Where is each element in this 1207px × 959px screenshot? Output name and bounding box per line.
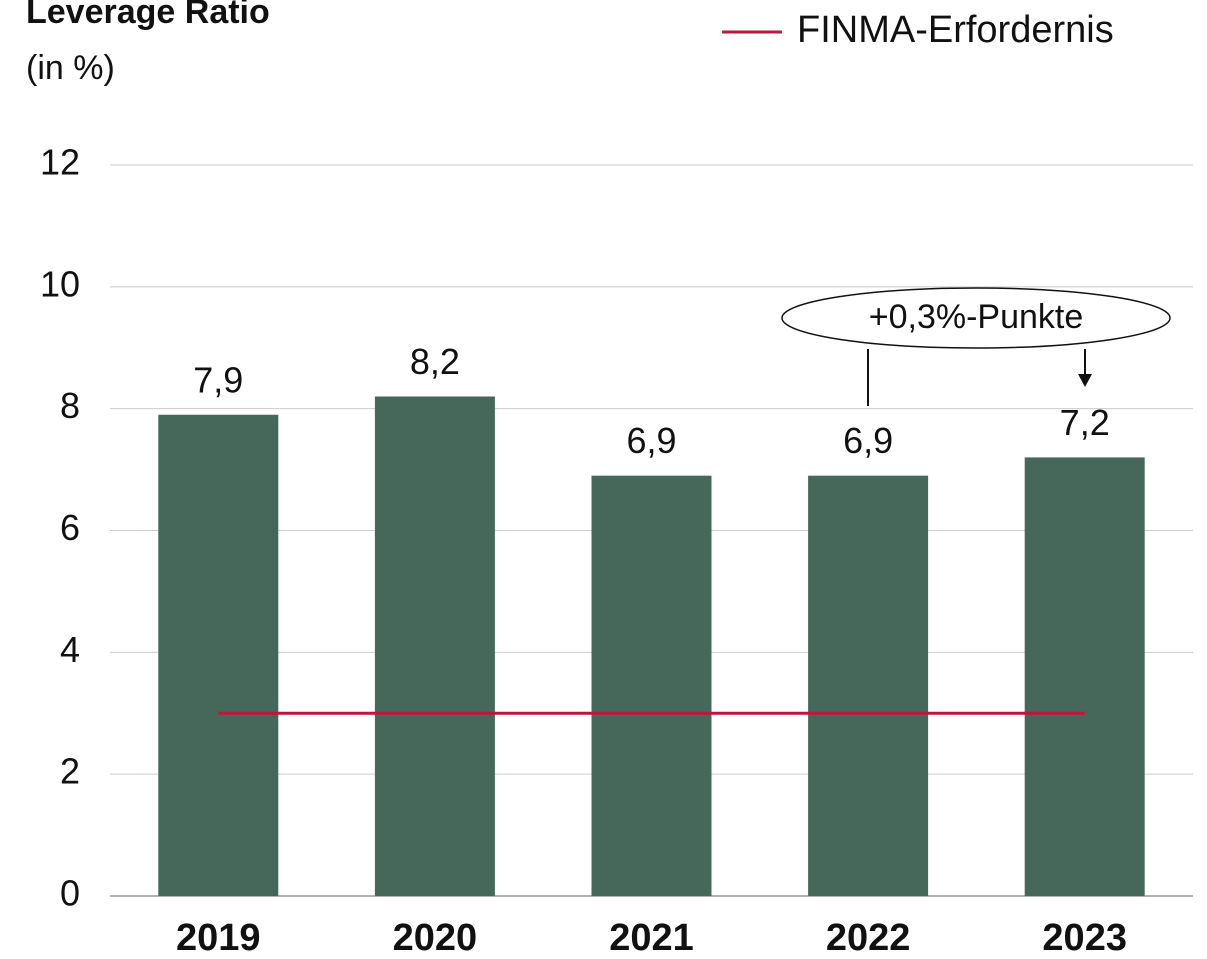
annotation-ellipse	[781, 287, 1171, 349]
annotation: +0,3%-Punkte	[869, 298, 1084, 336]
bar	[808, 475, 929, 896]
annotation-arrowhead	[1078, 374, 1092, 387]
value-label: 6,9	[843, 420, 893, 461]
annotation-shapes	[781, 287, 1171, 406]
value-label: 7,2	[1060, 402, 1110, 443]
y-tick-label: 10	[40, 263, 80, 304]
value-label: 7,9	[193, 359, 243, 400]
bar	[158, 414, 279, 896]
x-tick-label: 2019	[176, 917, 261, 959]
bar	[591, 475, 712, 896]
y-tick-label: 0	[60, 873, 80, 914]
chart-title: Leverage Ratio	[26, 0, 270, 31]
value-label: 6,9	[626, 420, 676, 461]
x-tick-label: 2020	[393, 917, 478, 959]
bar	[374, 396, 495, 896]
y-tick-label: 12	[40, 142, 80, 183]
y-tick-label: 8	[60, 385, 80, 426]
legend-label: FINMA-Erfordernis	[797, 9, 1114, 51]
bar	[1024, 457, 1145, 896]
y-tick-label: 2	[60, 751, 80, 792]
x-tick-label: 2022	[826, 917, 911, 959]
x-tick-label: 2021	[609, 917, 694, 959]
value-label: 8,2	[410, 341, 460, 382]
y-tick-label: 4	[60, 629, 80, 670]
x-tick-label: 2023	[1042, 917, 1127, 959]
y-tick-label: 6	[60, 507, 80, 548]
chart-subtitle: (in %)	[26, 49, 115, 87]
